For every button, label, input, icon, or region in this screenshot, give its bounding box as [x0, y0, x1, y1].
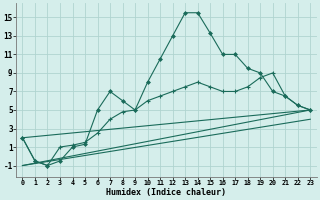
X-axis label: Humidex (Indice chaleur): Humidex (Indice chaleur)	[106, 188, 226, 197]
